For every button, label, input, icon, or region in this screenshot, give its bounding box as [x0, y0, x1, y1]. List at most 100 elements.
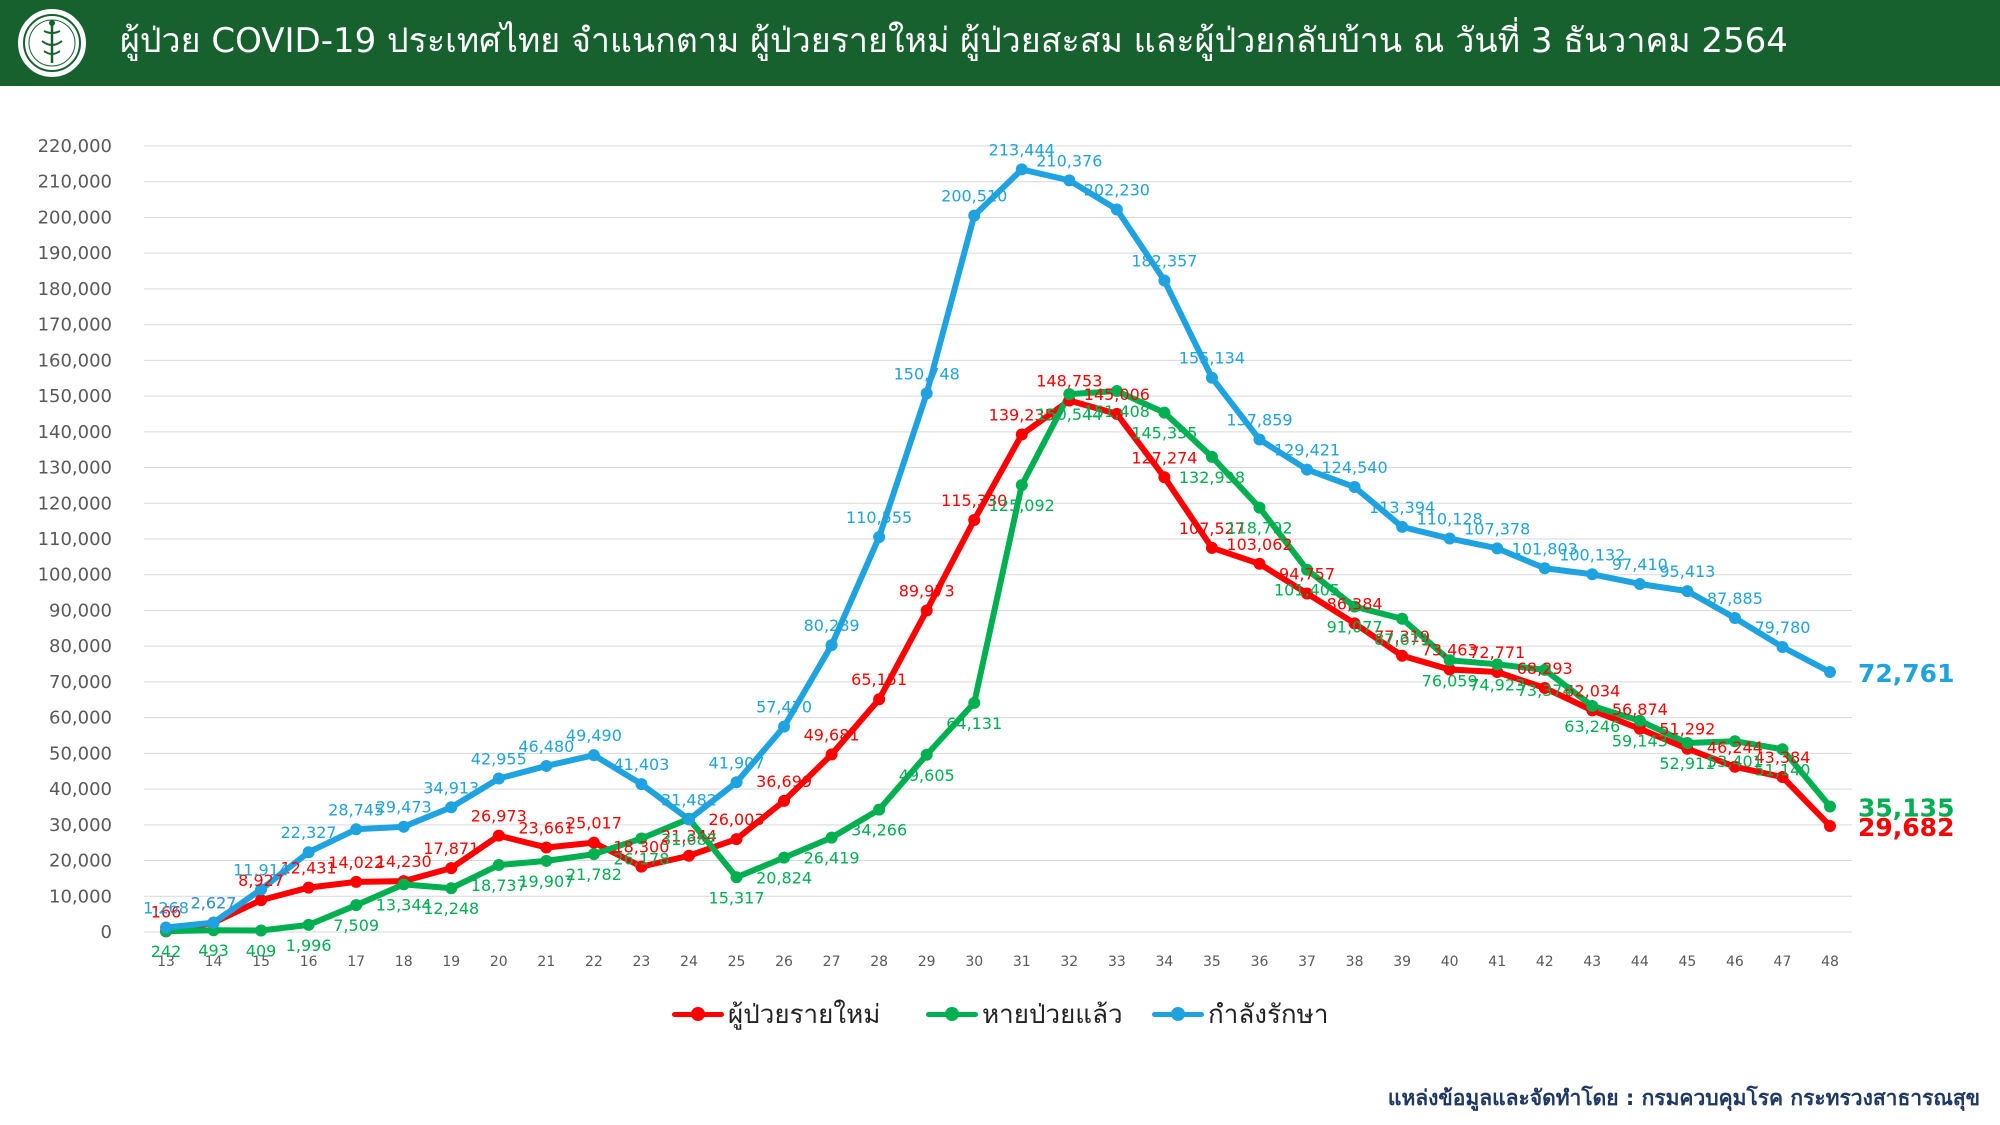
chart-legend: ผู้ป่วยรายใหม่ หายป่วยแล้ว กำลังรักษา [0, 994, 2000, 1034]
data-point-in-treatment [160, 921, 172, 934]
data-label-in-treatment: 182,357 [1131, 251, 1197, 270]
data-label-new-cases: 8,927 [238, 871, 284, 890]
data-point-in-treatment [1158, 274, 1171, 287]
x-tick-label: 48 [1821, 954, 1839, 970]
x-tick-label: 46 [1726, 954, 1744, 970]
data-label-new-cases: 14,230 [376, 852, 432, 871]
y-tick-label: 180,000 [38, 279, 112, 300]
data-point-recovered [1776, 743, 1789, 756]
y-tick-label: 150,000 [38, 386, 112, 407]
legend-item-new-cases[interactable]: ผู้ป่วยรายใหม่ [672, 994, 880, 1034]
data-label-in-treatment: 42,955 [471, 750, 527, 769]
data-point-recovered [587, 848, 600, 861]
data-label-new-cases: 2,627 [191, 894, 237, 913]
data-label-new-cases: 72,771 [1469, 643, 1525, 662]
data-label-recovered: 150,544 [1036, 405, 1102, 424]
y-tick-label: 10,000 [49, 886, 112, 907]
data-label-new-cases: 107,527 [1179, 519, 1245, 538]
x-tick-label: 42 [1536, 954, 1554, 970]
series-line-new-cases [163, 397, 1833, 935]
data-label-in-treatment: 49,490 [566, 726, 622, 745]
data-point-in-treatment [1253, 433, 1266, 446]
x-tick-label: 30 [965, 954, 983, 970]
data-label-in-treatment: 1,268 [143, 898, 189, 917]
x-tick-label: 40 [1441, 954, 1459, 970]
data-point-new-cases [1301, 587, 1314, 600]
data-label-recovered: 493 [198, 941, 229, 960]
data-point-recovered [1301, 563, 1314, 576]
x-tick-label: 31 [1013, 954, 1031, 970]
data-point-in-treatment [1015, 163, 1028, 176]
y-tick-label: 20,000 [49, 851, 112, 872]
y-tick-label: 80,000 [49, 636, 112, 657]
data-label-in-treatment: 202,230 [1084, 180, 1150, 199]
data-label-new-cases: 68,293 [1517, 659, 1573, 678]
data-label-recovered: 1,996 [286, 936, 332, 955]
legend-marker [945, 1007, 959, 1021]
data-label-recovered: 91,077 [1327, 618, 1383, 637]
data-point-recovered [1728, 735, 1741, 748]
x-tick-label: 29 [918, 954, 936, 970]
y-tick-label: 160,000 [38, 350, 112, 371]
data-label-in-treatment: 213,444 [989, 140, 1055, 159]
y-tick-label: 60,000 [49, 708, 112, 729]
data-label-in-treatment: 210,376 [1036, 151, 1102, 170]
data-label-recovered: 59,143 [1612, 732, 1668, 751]
y-tick-label: 110,000 [38, 529, 112, 550]
data-point-in-treatment [825, 639, 838, 652]
data-point-recovered [635, 832, 648, 845]
data-label-recovered: 49,605 [899, 766, 955, 785]
data-point-recovered [445, 882, 458, 895]
data-label-recovered: 125,092 [989, 496, 1055, 515]
data-point-in-treatment [1633, 577, 1646, 590]
data-label-recovered: 76,059 [1422, 671, 1478, 690]
data-point-recovered [302, 918, 315, 931]
data-label-new-cases: 77,319 [1374, 627, 1430, 646]
data-point-recovered [1824, 800, 1836, 813]
x-tick-label: 25 [728, 954, 746, 970]
y-tick-label: 140,000 [38, 422, 112, 443]
data-point-in-treatment [873, 531, 886, 544]
data-label-new-cases: 26,003 [709, 810, 765, 829]
data-label-recovered: 7,509 [333, 916, 379, 935]
x-tick-label: 27 [823, 954, 841, 970]
data-label-recovered: 21,782 [566, 865, 622, 884]
series-points [160, 163, 1836, 938]
data-point-new-cases [730, 833, 743, 846]
legend-item-recovered[interactable]: หายป่วยแล้ว [926, 994, 1123, 1034]
data-point-new-cases [1538, 682, 1551, 695]
data-point-recovered [825, 831, 838, 844]
data-label-in-treatment: 129,421 [1274, 441, 1340, 460]
data-label-recovered: 132,998 [1179, 468, 1245, 487]
data-label-in-treatment: 41,403 [613, 755, 669, 774]
line-chart: 0 10,000 20,000 30,000 40,000 50,000 60,000 70,… [38, 136, 1955, 970]
x-tick-label: 21 [537, 954, 555, 970]
data-label-new-cases: 56,874 [1612, 700, 1668, 719]
data-label-new-cases: 23,661 [518, 818, 574, 837]
x-tick-label: 16 [300, 954, 318, 970]
data-point-in-treatment [1776, 640, 1789, 653]
x-tick-label: 39 [1393, 954, 1411, 970]
x-tick-label: 36 [1251, 954, 1269, 970]
y-tick-label: 40,000 [49, 779, 112, 800]
legend-marker [1171, 1007, 1185, 1021]
data-point-in-treatment [730, 776, 743, 789]
data-point-new-cases [302, 881, 315, 894]
data-label-in-treatment: 107,378 [1464, 519, 1530, 538]
data-point-recovered [1063, 388, 1076, 401]
data-point-recovered [1205, 450, 1218, 463]
data-label-new-cases: 29,682 [1858, 813, 1954, 842]
x-tick-label: 19 [442, 954, 460, 970]
data-label-recovered: 242 [151, 942, 182, 961]
data-point-recovered [1396, 612, 1409, 625]
legend-item-in-treatment[interactable]: กำลังรักษา [1152, 994, 1328, 1034]
data-label-recovered: 101,405 [1274, 581, 1340, 600]
data-label-new-cases: 26,973 [471, 807, 527, 826]
data-label-recovered: 74,923 [1469, 675, 1525, 694]
series-line-in-treatment [163, 166, 1833, 931]
data-label-in-treatment: 87,885 [1707, 589, 1763, 608]
y-axis-ticks: 0 10,000 20,000 30,000 40,000 50,000 60,000 70,… [38, 136, 112, 943]
data-label-new-cases: 43,384 [1754, 748, 1810, 767]
gridlines [144, 145, 1852, 933]
legend-swatch-new-cases [672, 996, 724, 1032]
